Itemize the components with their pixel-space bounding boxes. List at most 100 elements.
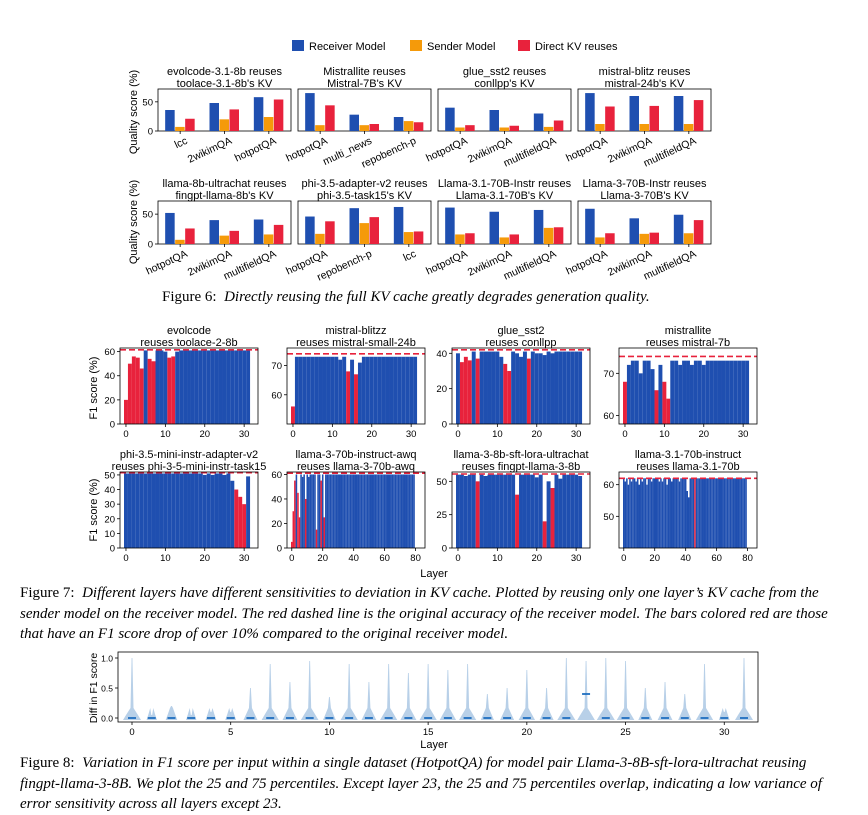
layer-bar xyxy=(694,478,696,548)
y-tick-label: 0 xyxy=(442,544,447,555)
layer-bar xyxy=(634,360,639,424)
y-tick-label: 0 xyxy=(277,544,282,555)
layer-bar xyxy=(298,356,303,424)
bar-receiver xyxy=(305,216,315,244)
layer-bar xyxy=(499,356,504,424)
layer-bar xyxy=(499,474,504,548)
layer-bar xyxy=(397,474,400,548)
layer-bar xyxy=(354,474,356,548)
layer-bar xyxy=(647,478,650,548)
violin xyxy=(300,661,319,720)
layer-bar xyxy=(365,474,367,548)
layer-bar xyxy=(677,478,679,548)
layer-bar xyxy=(226,473,231,548)
figure-7-caption-text: Different layers have different sensitiv… xyxy=(20,585,828,642)
layer-bar xyxy=(308,476,310,548)
layer-bar xyxy=(633,478,636,548)
layer-bar xyxy=(507,370,512,424)
layer-bar xyxy=(688,497,690,548)
panel-title-line1: Mistrallite reuses xyxy=(323,66,406,78)
layer-bar xyxy=(405,356,410,424)
panel-title-line2: reuses fingpt-llama-3-8b xyxy=(462,461,581,473)
violin xyxy=(419,664,437,720)
layer-bar xyxy=(202,350,207,424)
bar-receiver xyxy=(629,218,639,244)
layer-bar xyxy=(578,476,583,548)
x-tick-label: 10 xyxy=(324,727,335,738)
fig8-frame xyxy=(117,651,759,723)
bar-receiver xyxy=(673,96,684,131)
bar-direct xyxy=(273,224,284,244)
layer-bar xyxy=(408,474,411,548)
y-tick-label: 0 xyxy=(148,240,153,251)
figure-8-caption: Figure 8: Variation in F1 score per inpu… xyxy=(20,753,850,815)
layer-bar xyxy=(304,498,307,548)
layer-bar xyxy=(360,474,363,548)
panel-title-line1: phi-3.5-adapter-v2 reuses xyxy=(302,178,428,190)
figure-6-caption-label: Figure 6: xyxy=(162,289,217,305)
layer-bar xyxy=(652,478,654,548)
violin xyxy=(735,658,753,720)
panel-frame xyxy=(451,347,591,425)
violin xyxy=(577,661,595,720)
bar-sender xyxy=(595,124,605,131)
bar-receiver xyxy=(585,93,595,131)
layer-bar xyxy=(167,357,172,424)
layer-bar xyxy=(623,381,627,424)
layer-bar xyxy=(715,478,718,548)
layer-bar xyxy=(337,474,339,548)
layer-bar xyxy=(368,474,370,548)
bar-sender xyxy=(175,126,185,131)
panel-title-line2: Mistral-7B's KV xyxy=(327,78,402,90)
y-tick-label: 50 xyxy=(142,97,153,108)
bar-receiver xyxy=(305,93,315,131)
layer-bar xyxy=(303,474,305,548)
layer-bar xyxy=(713,360,718,424)
layer-bar xyxy=(701,364,706,424)
layer-bar xyxy=(183,473,188,548)
layer-bar xyxy=(695,478,698,548)
layer-bar xyxy=(666,484,668,548)
layer-bar xyxy=(222,350,227,424)
layer-bar xyxy=(318,356,323,424)
layer-bar xyxy=(363,474,366,548)
layer-bar xyxy=(187,350,191,424)
layer-bar xyxy=(151,473,156,548)
layer-bar xyxy=(630,481,633,548)
layer-bar xyxy=(745,360,750,424)
layer-bar xyxy=(643,478,645,548)
x-tick-label: 0 xyxy=(455,429,460,440)
layer-bar xyxy=(330,356,335,424)
violin xyxy=(480,694,494,720)
layer-bar xyxy=(352,474,355,548)
layer-bar xyxy=(546,351,551,424)
layer-bar xyxy=(385,356,390,424)
layer-bar xyxy=(728,478,730,548)
layer-bar xyxy=(210,474,215,548)
y-tick-label: 60 xyxy=(104,347,115,358)
layer-bar xyxy=(566,474,571,548)
y-tick-label: 20 xyxy=(104,395,115,406)
layer-bar xyxy=(717,360,722,424)
layer-bar xyxy=(135,357,140,424)
violin xyxy=(146,708,157,720)
bar-receiver xyxy=(445,207,455,244)
violin xyxy=(243,688,258,720)
x-tick-label: 0 xyxy=(123,553,128,564)
x-tick-label: 10 xyxy=(659,429,670,440)
layer-bar xyxy=(698,478,701,548)
layer-bar xyxy=(467,474,472,548)
layer-bar xyxy=(302,356,307,424)
layer-bar xyxy=(689,478,692,548)
layer-bar xyxy=(298,517,301,548)
layer-bar xyxy=(402,474,404,548)
y-tick-label: 60 xyxy=(603,411,614,422)
layer-bar xyxy=(664,478,667,548)
layer-bar xyxy=(456,474,460,548)
layer-bar xyxy=(734,478,736,548)
bar-sender xyxy=(359,125,369,131)
layer-bar xyxy=(627,484,630,548)
bar-direct xyxy=(605,233,615,244)
